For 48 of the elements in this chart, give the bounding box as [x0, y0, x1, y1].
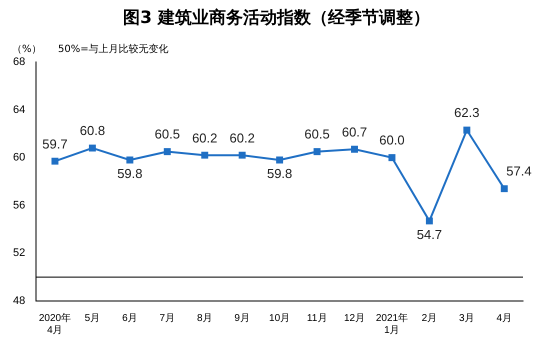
y-tick-label: 64	[12, 104, 26, 116]
data-label: 57.4	[506, 164, 532, 179]
y-tick-label: 60	[12, 152, 26, 164]
x-tick-label: 5月	[84, 312, 100, 324]
data-label: 60.2	[192, 130, 218, 146]
data-label: 60.7	[342, 124, 368, 140]
y-tick-label: 56	[12, 199, 26, 212]
x-tick-label: 7月	[160, 312, 176, 324]
point	[276, 156, 284, 164]
y-tick-label: 52	[12, 247, 26, 260]
point	[51, 158, 58, 165]
chart-title: 图3 建筑业商务活动指数（经季节调整）	[122, 7, 431, 29]
data-label: 60.8	[80, 123, 106, 138]
data-label: 54.7	[416, 227, 442, 242]
data-label: 60.0	[379, 132, 405, 148]
x-tick-label: 9月	[234, 312, 250, 324]
x-tick-label: 6月	[122, 312, 138, 324]
point	[238, 152, 246, 159]
point	[426, 217, 433, 224]
data-label: 59.8	[266, 166, 292, 182]
x-tick-label: 2月	[422, 312, 438, 324]
x-tick-label: 3月	[459, 312, 475, 324]
point	[463, 126, 470, 134]
y-tick-label: 68	[12, 56, 26, 68]
y-tick-label: 48	[12, 295, 26, 308]
data-label: 60.2	[230, 130, 255, 146]
point	[164, 148, 171, 156]
data-label: 60.5	[154, 126, 180, 142]
point	[314, 148, 321, 156]
data-label: 59.7	[42, 136, 68, 152]
x-tick-label: 11月	[306, 312, 328, 324]
data-label: 62.3	[454, 105, 480, 120]
point	[201, 152, 208, 159]
point	[388, 154, 396, 162]
x-tick-label: 8月	[196, 312, 213, 324]
x-tick-label: 2020年 4月	[38, 312, 72, 336]
data-label: 60.5	[304, 126, 330, 142]
point	[500, 185, 508, 192]
point	[88, 144, 96, 152]
point	[126, 156, 134, 164]
x-tick-label: 2021年 1月	[376, 312, 408, 336]
x-tick-label: 4月	[496, 312, 512, 324]
y-axis-title: （%）	[12, 43, 42, 56]
data-label: 59.8	[117, 166, 142, 182]
x-tick-label: 10月	[269, 312, 290, 324]
x-tick-label: 12月	[344, 312, 366, 324]
text: 50%=与上月比较无变化	[58, 42, 169, 56]
point	[351, 146, 358, 153]
